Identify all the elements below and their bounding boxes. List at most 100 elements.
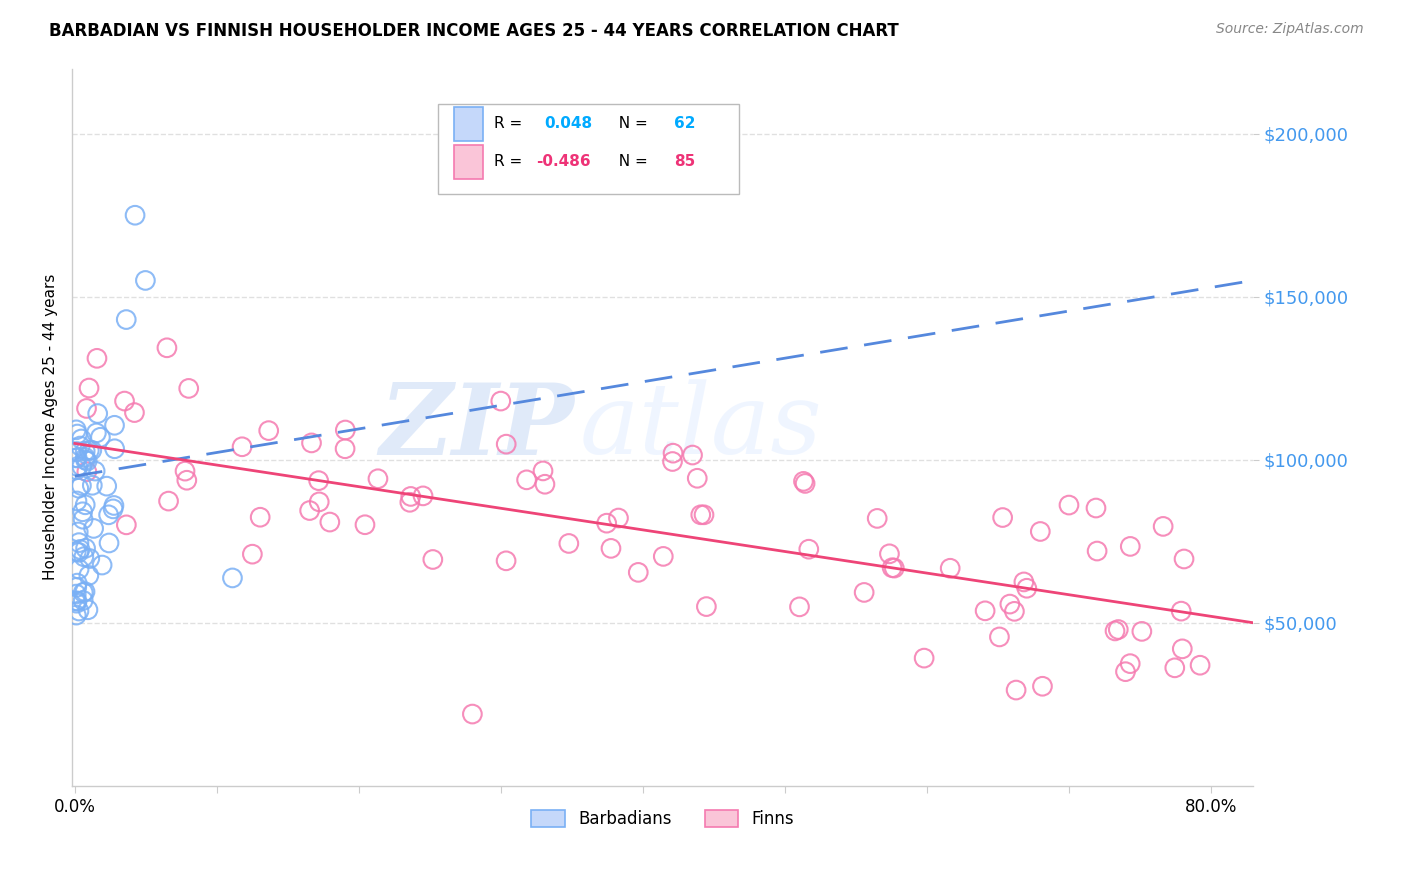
Point [65, 587, 87, 601]
Point [67, 562, 90, 576]
Point [176, 473, 198, 487]
Point [1015, 581, 1038, 595]
Point [883, 561, 905, 575]
Text: 0.048: 0.048 [544, 116, 593, 131]
Point [1012, 574, 1035, 589]
Point [67, 604, 90, 618]
Point [66, 427, 89, 442]
Point [104, 442, 127, 456]
Point [67, 535, 90, 549]
Point [412, 489, 434, 503]
Point [77, 568, 100, 582]
Point [558, 536, 581, 550]
Point [114, 394, 136, 409]
Text: N =: N = [609, 154, 654, 169]
Point [66, 580, 89, 594]
Point [695, 599, 717, 614]
Point [335, 423, 357, 437]
Point [124, 406, 146, 420]
Point [652, 549, 675, 564]
Point [298, 503, 321, 517]
Point [65, 608, 87, 623]
Point [66, 594, 89, 608]
Point [1085, 544, 1108, 558]
Point [70, 432, 93, 446]
Point [86, 407, 108, 421]
Point [79, 443, 101, 458]
Point [1164, 661, 1187, 675]
Point [939, 561, 962, 575]
Point [1005, 683, 1028, 698]
Point [174, 464, 197, 478]
Point [103, 499, 125, 513]
Point [974, 604, 997, 618]
Point [72, 512, 94, 526]
Point [1173, 552, 1195, 566]
Point [792, 475, 814, 489]
Point [998, 597, 1021, 611]
Point [97, 508, 120, 522]
Point [65, 423, 87, 437]
Point [495, 554, 517, 568]
Point [66, 494, 89, 508]
Point [72, 505, 94, 519]
Point [489, 394, 512, 409]
Point [682, 448, 704, 462]
Point [65, 596, 87, 610]
Point [689, 508, 711, 522]
Point [495, 437, 517, 451]
Point [134, 273, 156, 287]
Point [79, 551, 101, 566]
Point [879, 547, 901, 561]
Point [249, 510, 271, 524]
Point [912, 651, 935, 665]
Point [156, 341, 179, 355]
Point [686, 471, 709, 485]
Point [69, 542, 91, 557]
Point [1114, 665, 1136, 679]
Point [1002, 604, 1025, 618]
Point [794, 476, 817, 491]
Point [69, 439, 91, 453]
Point [1189, 658, 1212, 673]
Point [1170, 604, 1192, 618]
Point [627, 566, 650, 580]
Point [600, 541, 623, 556]
Point [516, 473, 538, 487]
Point [157, 494, 180, 508]
FancyBboxPatch shape [454, 106, 484, 141]
Point [83, 521, 105, 535]
Text: R =: R = [494, 154, 527, 169]
Point [607, 511, 630, 525]
Point [1029, 524, 1052, 539]
Point [89, 430, 111, 444]
Point [65, 450, 87, 465]
FancyBboxPatch shape [454, 145, 484, 179]
Point [661, 454, 683, 468]
Point [75, 541, 97, 556]
Point [115, 517, 138, 532]
Point [96, 479, 118, 493]
Point [75, 450, 97, 465]
Point [531, 464, 554, 478]
Point [177, 381, 200, 395]
Point [65, 594, 87, 608]
Point [534, 477, 557, 491]
Point [76, 401, 98, 416]
Point [693, 508, 716, 522]
Point [1119, 657, 1142, 671]
Text: -0.486: -0.486 [536, 154, 591, 169]
Point [1057, 498, 1080, 512]
Point [1031, 679, 1053, 693]
Point [101, 501, 124, 516]
Point [398, 495, 420, 509]
Point [86, 425, 108, 440]
Point [67, 524, 90, 539]
Point [75, 453, 97, 467]
Point [221, 571, 243, 585]
Point [1107, 623, 1129, 637]
Point [231, 440, 253, 454]
Point [596, 516, 619, 531]
Point [308, 495, 330, 509]
Point [354, 517, 377, 532]
